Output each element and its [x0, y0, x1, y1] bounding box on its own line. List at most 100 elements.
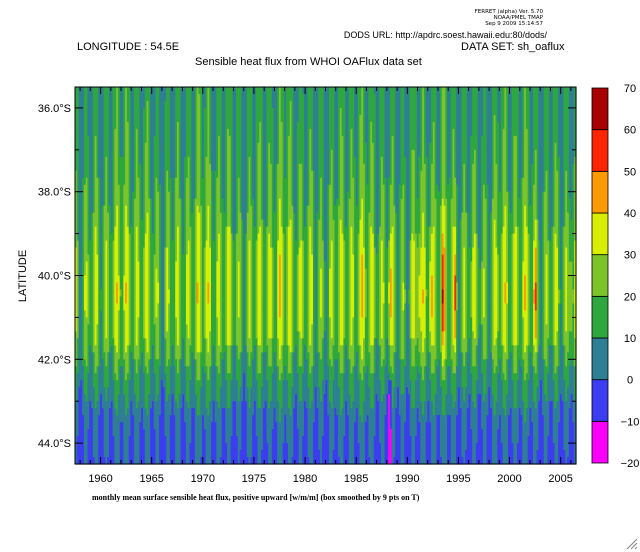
heatmap-cell [98, 261, 101, 270]
heatmap-cell [94, 93, 98, 102]
heatmap-cell [132, 114, 135, 123]
heatmap-cell [135, 373, 139, 381]
heatmap-cell [78, 191, 81, 200]
heatmap-cell [92, 429, 96, 437]
heatmap-cell [114, 289, 117, 298]
heatmap-cell [114, 121, 117, 130]
heatmap-cell [83, 275, 87, 284]
heatmap-cell [101, 366, 105, 374]
heatmap-cell [123, 394, 126, 402]
heatmap-cell [119, 289, 123, 298]
heatmap-cell [80, 114, 83, 123]
heatmap-cell [76, 268, 80, 277]
heatmap-cell [134, 184, 137, 193]
heatmap-cell [76, 282, 80, 291]
heatmap-cell [75, 233, 78, 242]
heatmap-cell [119, 380, 123, 388]
heatmap-cell [112, 219, 115, 228]
heatmap-cell [87, 156, 90, 165]
heatmap-cell [126, 268, 130, 277]
heatmap-cell [87, 366, 90, 374]
heatmap-cell [137, 149, 141, 158]
heatmap-cell [135, 114, 139, 123]
heatmap-cell [105, 261, 108, 270]
heatmap-cell [132, 205, 135, 214]
heatmap-cell [135, 156, 139, 165]
heatmap-cell [91, 282, 94, 291]
heatmap-cell [83, 163, 87, 172]
heatmap-cell [103, 212, 107, 221]
heatmap-cell [105, 170, 108, 179]
heatmap-cell [121, 387, 124, 395]
heatmap-cell [96, 387, 99, 395]
heatmap-cell [128, 261, 132, 270]
heatmap-cell [139, 128, 142, 137]
heatmap-cell [101, 289, 105, 298]
heatmap-cell [110, 338, 114, 346]
heatmap-cell [109, 254, 112, 263]
heatmap-cell [94, 331, 98, 339]
heatmap-cell [114, 247, 117, 256]
heatmap-cell [123, 121, 126, 130]
heatmap-cell [126, 352, 130, 360]
heatmap-cell [126, 345, 130, 353]
heatmap-cell [76, 359, 80, 367]
heatmap-cell [94, 177, 98, 186]
heatmap-cell [126, 359, 130, 367]
heatmap-cell [121, 310, 124, 318]
heatmap-cell [96, 240, 99, 249]
heatmap-cell [134, 212, 137, 221]
heatmap-cell [83, 198, 87, 207]
heatmap-cell [91, 177, 94, 186]
heatmap-cell [103, 254, 107, 263]
heatmap-cell [117, 296, 121, 305]
heatmap-cell [85, 380, 89, 388]
heatmap-cell [116, 268, 119, 277]
heatmap-cell [78, 254, 81, 263]
heatmap-cell [83, 261, 87, 270]
heatmap-cell [92, 296, 96, 305]
heatmap-cell [132, 352, 135, 360]
heatmap-cell [137, 331, 141, 339]
heatmap-cell [112, 373, 115, 381]
heatmap-cell [110, 198, 114, 207]
heatmap-cell [92, 331, 96, 339]
heatmap-cell [141, 359, 144, 367]
heatmap-cell [87, 198, 90, 207]
heatmap-cell [96, 142, 99, 151]
heatmap-cell [126, 198, 130, 207]
heatmap-cell [96, 170, 99, 179]
heatmap-cell [130, 100, 133, 109]
heatmap-cell [96, 317, 99, 325]
heatmap-cell [96, 345, 99, 353]
heatmap-cell [107, 443, 110, 451]
heatmap-cell [130, 142, 133, 151]
heatmap-cell [85, 219, 89, 228]
heatmap-cell [85, 198, 89, 207]
heatmap-cell [110, 247, 114, 256]
heatmap-cell [107, 338, 110, 346]
heatmap-cell [94, 135, 98, 144]
heatmap-cell [94, 233, 98, 242]
heatmap-cell [114, 93, 117, 102]
heatmap-cell [135, 401, 139, 409]
heatmap-cell [119, 177, 123, 186]
heatmap-cell [123, 429, 126, 437]
heatmap-cell [85, 443, 89, 451]
heatmap-cell [87, 457, 90, 465]
heatmap-cell [110, 310, 114, 318]
heatmap-cell [137, 87, 141, 95]
heatmap-cell [101, 324, 105, 332]
heatmap-cell [98, 450, 101, 458]
heatmap-cell [110, 170, 114, 179]
heatmap-cell [141, 387, 144, 395]
heatmap-cell [94, 205, 98, 214]
heatmap-cell [94, 261, 98, 270]
heatmap-cell [92, 415, 96, 423]
heatmap-cell [96, 282, 99, 291]
heatmap-cell [141, 240, 144, 249]
heatmap-cell [91, 268, 94, 277]
heatmap-cell [82, 156, 85, 165]
heatmap-cell [110, 408, 114, 416]
heatmap-cell [101, 282, 105, 291]
